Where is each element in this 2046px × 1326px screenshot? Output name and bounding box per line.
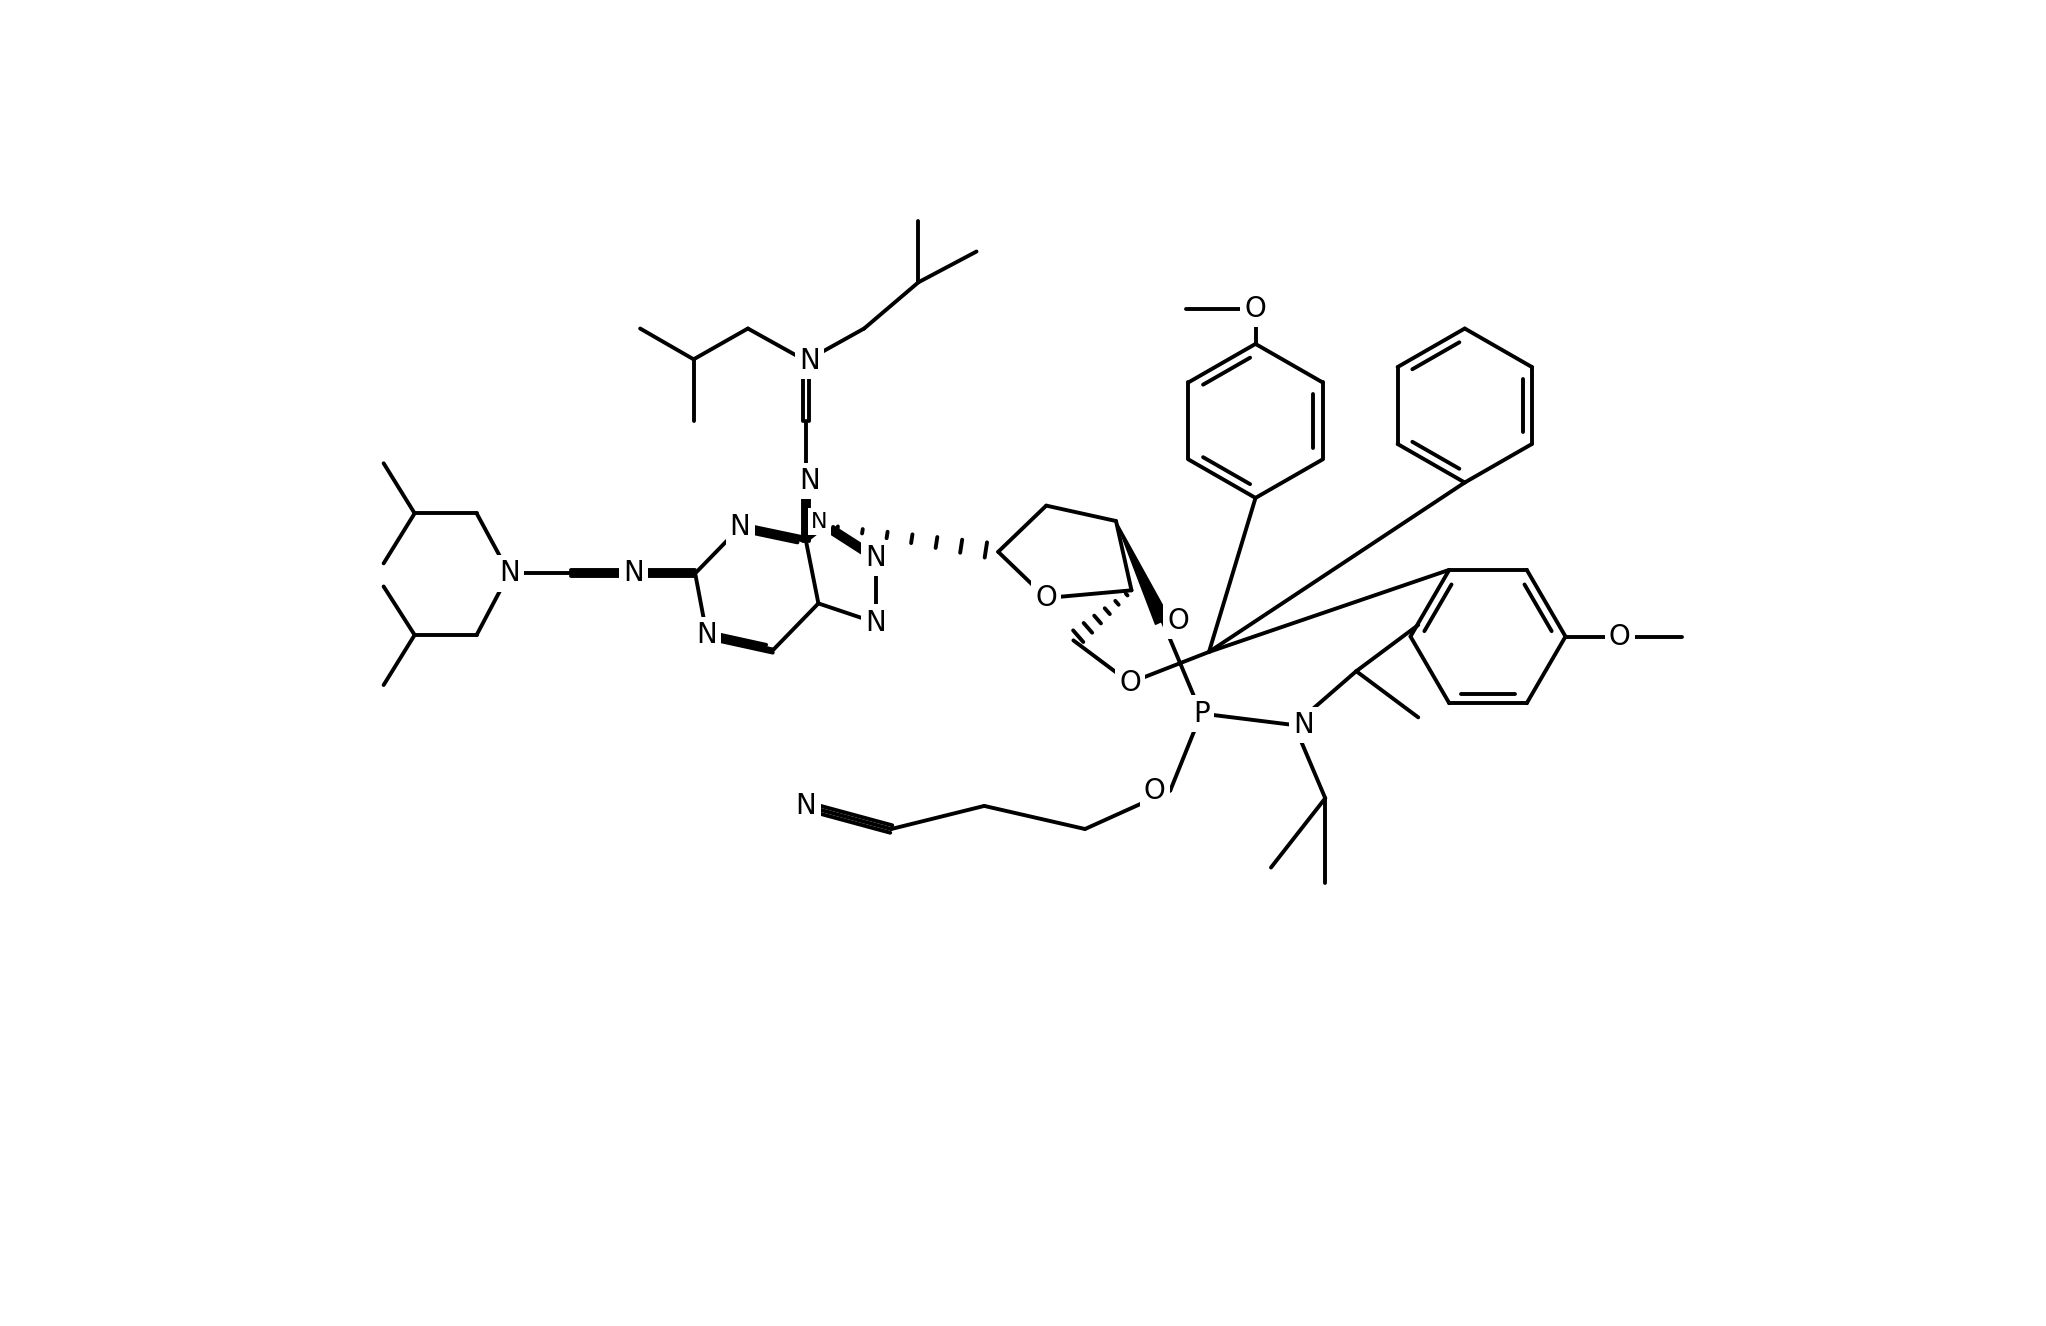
Text: N: N — [696, 621, 718, 648]
Text: P: P — [1193, 700, 1209, 728]
Text: O: O — [1166, 607, 1189, 635]
Polygon shape — [1115, 521, 1170, 625]
Text: N: N — [800, 347, 820, 375]
Text: O: O — [1244, 296, 1266, 324]
Text: O: O — [1035, 583, 1058, 613]
Text: N: N — [499, 560, 520, 587]
Text: N: N — [800, 467, 820, 495]
Text: N: N — [865, 544, 886, 572]
Text: N: N — [865, 609, 886, 636]
Text: O: O — [1119, 668, 1142, 696]
Text: N: N — [1293, 711, 1314, 739]
Text: N: N — [810, 512, 827, 532]
Text: N: N — [730, 513, 751, 541]
Text: O: O — [1144, 777, 1166, 805]
Text: N: N — [624, 560, 644, 587]
Text: N: N — [796, 792, 816, 819]
Text: O: O — [1608, 622, 1631, 651]
